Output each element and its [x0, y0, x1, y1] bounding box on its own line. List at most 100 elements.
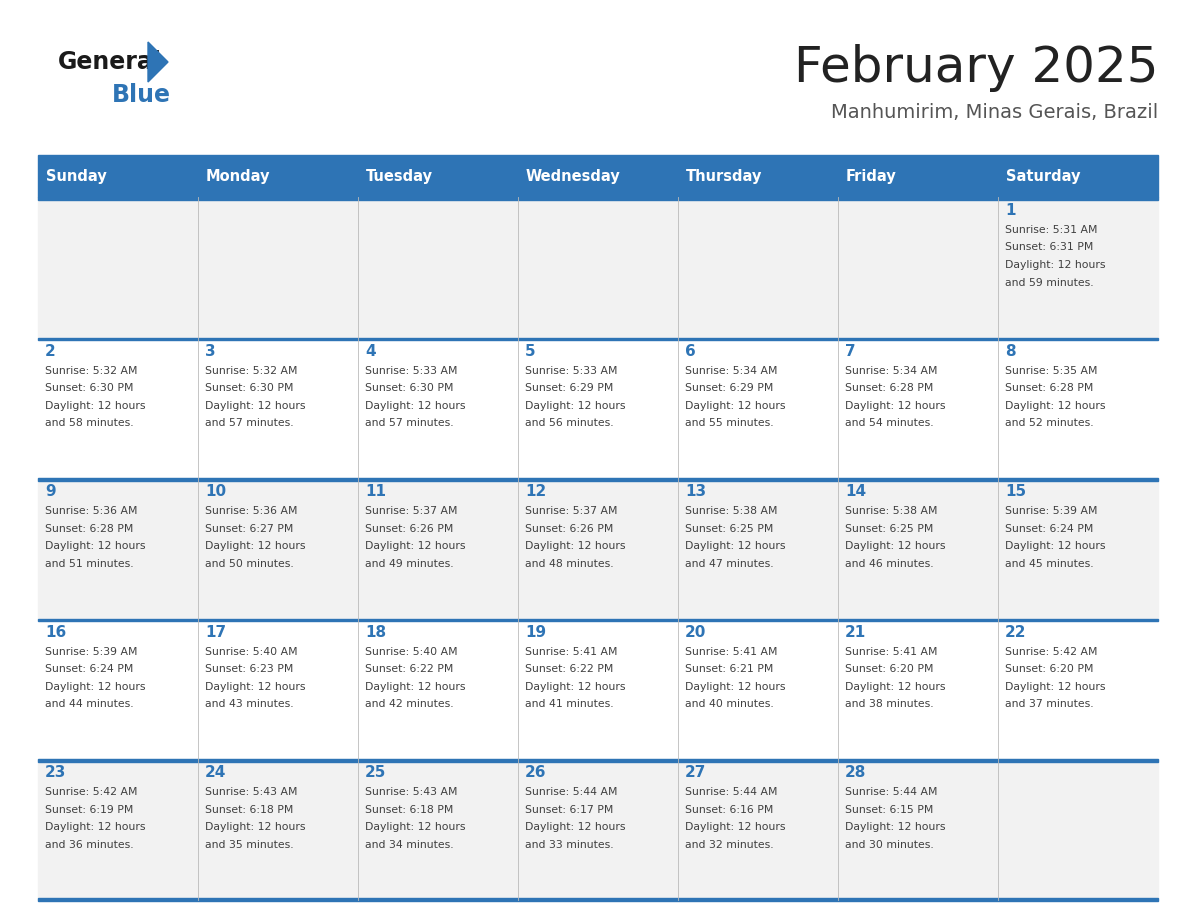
Text: Sunset: 6:29 PM: Sunset: 6:29 PM: [525, 383, 613, 393]
Text: and 52 minutes.: and 52 minutes.: [1005, 418, 1094, 428]
Text: Sunset: 6:30 PM: Sunset: 6:30 PM: [365, 383, 454, 393]
Text: 3: 3: [206, 343, 216, 359]
Text: Sunrise: 5:43 AM: Sunrise: 5:43 AM: [206, 788, 297, 798]
Text: Sunrise: 5:44 AM: Sunrise: 5:44 AM: [845, 788, 937, 798]
Text: and 47 minutes.: and 47 minutes.: [685, 559, 773, 568]
Text: Daylight: 12 hours: Daylight: 12 hours: [525, 682, 626, 692]
Text: Daylight: 12 hours: Daylight: 12 hours: [45, 542, 145, 551]
Text: 20: 20: [685, 625, 707, 640]
Text: 6: 6: [685, 343, 696, 359]
Text: Sunrise: 5:37 AM: Sunrise: 5:37 AM: [525, 506, 618, 516]
Text: 15: 15: [1005, 484, 1026, 499]
Text: Sunrise: 5:32 AM: Sunrise: 5:32 AM: [45, 365, 138, 375]
Text: and 40 minutes.: and 40 minutes.: [685, 700, 773, 710]
Text: 28: 28: [845, 766, 866, 780]
Text: General: General: [58, 50, 162, 74]
Text: Sunset: 6:20 PM: Sunset: 6:20 PM: [845, 665, 934, 675]
Text: Sunrise: 5:38 AM: Sunrise: 5:38 AM: [685, 506, 777, 516]
Text: Sunset: 6:28 PM: Sunset: 6:28 PM: [1005, 383, 1093, 393]
Text: and 57 minutes.: and 57 minutes.: [365, 418, 454, 428]
Text: and 46 minutes.: and 46 minutes.: [845, 559, 934, 568]
Text: Sunrise: 5:33 AM: Sunrise: 5:33 AM: [365, 365, 457, 375]
Text: and 56 minutes.: and 56 minutes.: [525, 418, 614, 428]
Text: Sunset: 6:16 PM: Sunset: 6:16 PM: [685, 805, 773, 815]
Text: Daylight: 12 hours: Daylight: 12 hours: [45, 682, 145, 692]
Text: Sunset: 6:26 PM: Sunset: 6:26 PM: [525, 523, 613, 533]
Text: 27: 27: [685, 766, 707, 780]
Text: 1: 1: [1005, 203, 1016, 218]
Text: 16: 16: [45, 625, 67, 640]
Text: 18: 18: [365, 625, 386, 640]
Text: Sunset: 6:22 PM: Sunset: 6:22 PM: [525, 665, 613, 675]
Text: Sunrise: 5:38 AM: Sunrise: 5:38 AM: [845, 506, 937, 516]
Text: Sunset: 6:25 PM: Sunset: 6:25 PM: [845, 523, 934, 533]
Bar: [38, 619, 1158, 759]
Bar: [38, 197, 1158, 199]
Text: Tuesday: Tuesday: [366, 169, 432, 184]
Text: 12: 12: [525, 484, 546, 499]
Text: Sunrise: 5:37 AM: Sunrise: 5:37 AM: [365, 506, 457, 516]
Text: and 41 minutes.: and 41 minutes.: [525, 700, 614, 710]
Text: Sunrise: 5:42 AM: Sunrise: 5:42 AM: [1005, 647, 1098, 656]
Text: Daylight: 12 hours: Daylight: 12 hours: [1005, 682, 1106, 692]
Text: Daylight: 12 hours: Daylight: 12 hours: [845, 400, 946, 410]
Text: Sunset: 6:19 PM: Sunset: 6:19 PM: [45, 805, 133, 815]
Text: Sunset: 6:29 PM: Sunset: 6:29 PM: [685, 383, 773, 393]
Text: Sunset: 6:26 PM: Sunset: 6:26 PM: [365, 523, 454, 533]
Text: Daylight: 12 hours: Daylight: 12 hours: [845, 823, 946, 833]
Text: 14: 14: [845, 484, 866, 499]
Text: Sunrise: 5:41 AM: Sunrise: 5:41 AM: [525, 647, 618, 656]
Text: Daylight: 12 hours: Daylight: 12 hours: [685, 400, 785, 410]
Text: 10: 10: [206, 484, 226, 499]
Text: Sunset: 6:25 PM: Sunset: 6:25 PM: [685, 523, 773, 533]
Text: Sunset: 6:28 PM: Sunset: 6:28 PM: [845, 383, 934, 393]
Text: Daylight: 12 hours: Daylight: 12 hours: [685, 542, 785, 551]
Text: Sunrise: 5:41 AM: Sunrise: 5:41 AM: [845, 647, 937, 656]
Text: Daylight: 12 hours: Daylight: 12 hours: [206, 400, 305, 410]
Text: and 33 minutes.: and 33 minutes.: [525, 840, 614, 850]
Text: and 43 minutes.: and 43 minutes.: [206, 700, 293, 710]
Text: 2: 2: [45, 343, 56, 359]
Text: Daylight: 12 hours: Daylight: 12 hours: [685, 823, 785, 833]
Text: 4: 4: [365, 343, 375, 359]
Text: Daylight: 12 hours: Daylight: 12 hours: [365, 823, 466, 833]
Text: Sunset: 6:27 PM: Sunset: 6:27 PM: [206, 523, 293, 533]
Bar: [38, 338, 1158, 340]
Text: 17: 17: [206, 625, 226, 640]
Text: Sunset: 6:23 PM: Sunset: 6:23 PM: [206, 665, 293, 675]
Text: Daylight: 12 hours: Daylight: 12 hours: [365, 542, 466, 551]
Bar: [38, 619, 1158, 621]
Text: Sunset: 6:20 PM: Sunset: 6:20 PM: [1005, 665, 1093, 675]
Text: 26: 26: [525, 766, 546, 780]
Text: Daylight: 12 hours: Daylight: 12 hours: [1005, 542, 1106, 551]
Text: Thursday: Thursday: [685, 169, 763, 184]
Text: Sunset: 6:17 PM: Sunset: 6:17 PM: [525, 805, 613, 815]
Text: Sunset: 6:30 PM: Sunset: 6:30 PM: [206, 383, 293, 393]
Text: Sunset: 6:24 PM: Sunset: 6:24 PM: [45, 665, 133, 675]
Text: Sunrise: 5:41 AM: Sunrise: 5:41 AM: [685, 647, 777, 656]
Text: Sunset: 6:28 PM: Sunset: 6:28 PM: [45, 523, 133, 533]
Text: Daylight: 12 hours: Daylight: 12 hours: [365, 682, 466, 692]
Text: Sunrise: 5:39 AM: Sunrise: 5:39 AM: [45, 647, 138, 656]
Bar: [38, 898, 1158, 901]
Text: Daylight: 12 hours: Daylight: 12 hours: [845, 682, 946, 692]
Text: 11: 11: [365, 484, 386, 499]
Text: 7: 7: [845, 343, 855, 359]
Text: Sunday: Sunday: [46, 169, 107, 184]
Text: Friday: Friday: [846, 169, 897, 184]
Text: Sunset: 6:18 PM: Sunset: 6:18 PM: [365, 805, 454, 815]
Text: Sunset: 6:30 PM: Sunset: 6:30 PM: [45, 383, 133, 393]
Text: Daylight: 12 hours: Daylight: 12 hours: [1005, 400, 1106, 410]
Text: and 32 minutes.: and 32 minutes.: [685, 840, 773, 850]
Bar: [38, 759, 1158, 762]
Text: Sunset: 6:18 PM: Sunset: 6:18 PM: [206, 805, 293, 815]
Text: and 50 minutes.: and 50 minutes.: [206, 559, 293, 568]
Text: and 45 minutes.: and 45 minutes.: [1005, 559, 1094, 568]
Text: and 38 minutes.: and 38 minutes.: [845, 700, 934, 710]
Polygon shape: [148, 42, 168, 82]
Bar: [38, 338, 1158, 478]
Text: Sunrise: 5:40 AM: Sunrise: 5:40 AM: [206, 647, 298, 656]
Bar: [38, 759, 1158, 900]
Text: Daylight: 12 hours: Daylight: 12 hours: [206, 682, 305, 692]
Text: Sunrise: 5:44 AM: Sunrise: 5:44 AM: [685, 788, 777, 798]
